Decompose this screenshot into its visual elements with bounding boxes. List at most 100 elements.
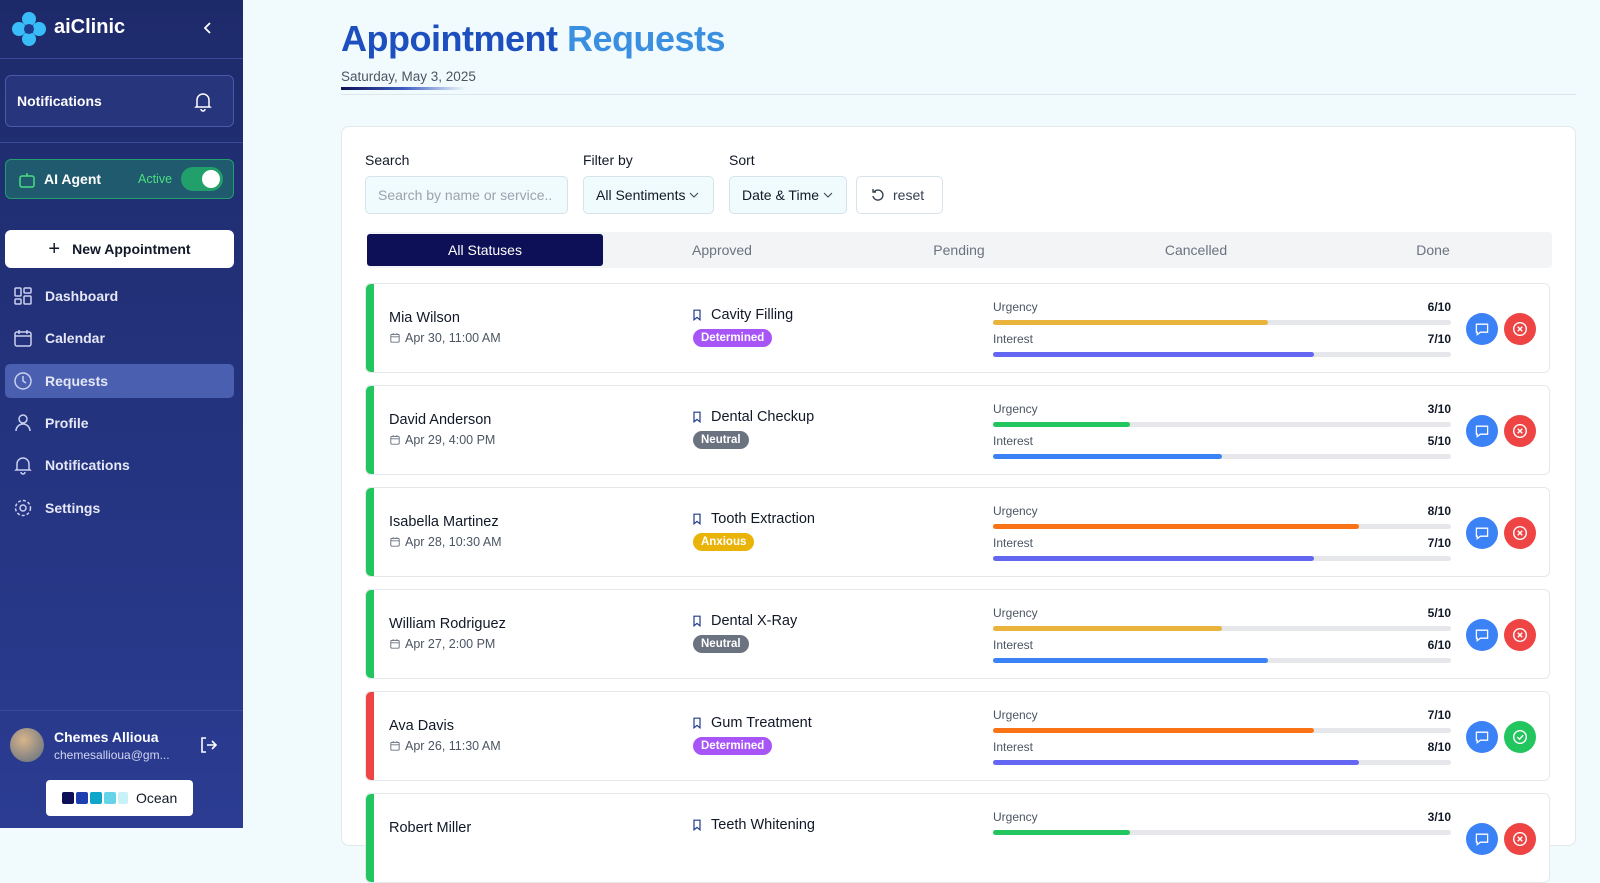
metric-label: Urgency [993, 504, 1038, 518]
service-name: Gum Treatment [711, 715, 812, 731]
message-button[interactable] [1466, 619, 1498, 651]
nav-item[interactable]: Calendar [5, 321, 234, 355]
request-row[interactable]: Ava Davis Apr 26, 11:30 AM Gum Treatment De… [365, 691, 1550, 781]
cancel-icon [1512, 831, 1528, 847]
request-row[interactable]: Isabella Martinez Apr 28, 10:30 AM Tooth E… [365, 487, 1550, 577]
patient-name: William Rodriguez [389, 616, 506, 632]
service: Tooth Extraction [691, 511, 815, 527]
cancel-button[interactable] [1504, 619, 1536, 651]
appointment-date: Apr 30, 11:00 AM [389, 331, 501, 345]
calendar-icon [390, 537, 400, 547]
appointment-date: Apr 26, 11:30 AM [389, 739, 501, 753]
search-input[interactable]: Search by name or service.. [365, 176, 568, 214]
theme-swatches [62, 792, 128, 804]
message-button[interactable] [1466, 517, 1498, 549]
divider [0, 58, 243, 59]
metric-track [993, 760, 1451, 765]
patient-name: Mia Wilson [389, 310, 460, 326]
nav-item[interactable]: Notifications [5, 448, 234, 482]
metric-value: 3/10 [1427, 402, 1451, 416]
logo [12, 12, 46, 46]
service-name: Dental X-Ray [711, 613, 798, 629]
metric-bar [993, 422, 1131, 427]
service: Dental Checkup [691, 409, 814, 425]
service: Gum Treatment [691, 715, 812, 731]
bookmark-icon [693, 411, 701, 423]
metric-value: 5/10 [1427, 434, 1451, 448]
message-button[interactable] [1466, 313, 1498, 345]
notifications-box[interactable]: Notifications [5, 75, 234, 127]
approve-button[interactable] [1504, 721, 1536, 753]
service-name: Dental Checkup [711, 409, 815, 425]
metric-bar [993, 760, 1360, 765]
metric-track [993, 830, 1451, 835]
metric-value: 8/10 [1427, 504, 1451, 518]
date-text: Apr 30, 11:00 AM [405, 331, 501, 345]
appointment-date: Apr 29, 4:00 PM [389, 433, 495, 447]
message-icon [1475, 833, 1489, 846]
metric-track [993, 556, 1451, 561]
sentiment-badge: Anxious [693, 533, 755, 551]
cancel-button[interactable] [1504, 313, 1536, 345]
nav-item[interactable]: Settings [5, 491, 234, 525]
nav-icon [15, 414, 31, 431]
sentiment-badge: Neutral [693, 431, 749, 449]
message-button[interactable] [1466, 415, 1498, 447]
appointment-date: Apr 27, 2:00 PM [389, 637, 495, 651]
cancel-button[interactable] [1504, 415, 1536, 447]
sidebar: aiClinic Notifications AI Agent Active +… [0, 0, 243, 828]
agent-toggle[interactable] [181, 167, 223, 191]
filter-select[interactable]: All Sentiments [583, 176, 714, 214]
sentiment-badge: Determined [693, 737, 773, 755]
new-appointment-button[interactable]: + New Appointment [5, 230, 234, 268]
tab[interactable]: All Statuses [367, 234, 603, 266]
metric-track [993, 524, 1451, 529]
sort-select[interactable]: Date & Time [729, 176, 847, 214]
theme-button[interactable]: Ocean [46, 780, 193, 816]
date-text: Apr 26, 11:30 AM [405, 739, 501, 753]
cancel-icon [1512, 627, 1528, 643]
message-icon [1475, 323, 1489, 336]
nav-label: Settings [45, 499, 101, 516]
approve-icon [1512, 729, 1528, 745]
metric-bar [993, 454, 1222, 459]
filter-value: All Sentiments [596, 187, 686, 203]
tab[interactable]: Cancelled [1164, 242, 1228, 258]
request-row[interactable]: William Rodriguez Apr 27, 2:00 PM Dental X… [365, 589, 1550, 679]
bookmark-icon [693, 615, 701, 627]
new-appointment-label: New Appointment [72, 241, 191, 257]
metric-bar [993, 524, 1360, 529]
tab[interactable]: Pending [933, 242, 985, 258]
tab[interactable]: Done [1416, 242, 1450, 258]
request-row[interactable]: Mia Wilson Apr 30, 11:00 AM Cavity Filling… [365, 283, 1550, 373]
title-underline [341, 87, 466, 90]
tab[interactable]: Approved [692, 242, 752, 258]
request-row[interactable]: Robert Miller Teeth Whitening Urgency 3/10 [365, 793, 1550, 883]
collapse-button[interactable] [200, 20, 216, 36]
patient-name: Isabella Martinez [389, 514, 499, 530]
nav-label: Dashboard [45, 288, 119, 304]
nav-item[interactable]: Profile [5, 406, 234, 440]
cancel-button[interactable] [1504, 517, 1536, 549]
service-name: Tooth Extraction [711, 511, 815, 527]
message-button[interactable] [1466, 721, 1498, 753]
nav-icon [14, 287, 32, 305]
nav-item[interactable]: Dashboard [5, 279, 234, 313]
patient-name: Ava Davis [389, 718, 455, 734]
metric-value: 8/10 [1427, 740, 1451, 754]
cancel-icon [1512, 525, 1528, 541]
metric-value: 7/10 [1427, 536, 1451, 550]
metric-label: Urgency [993, 708, 1038, 722]
metric-label: Urgency [993, 810, 1038, 824]
nav-icon [14, 330, 32, 348]
metric-track [993, 658, 1451, 663]
nav-item[interactable]: Requests [5, 363, 234, 398]
request-row[interactable]: David Anderson Apr 29, 4:00 PM Dental Chec… [365, 385, 1550, 475]
reset-button[interactable]: reset [856, 176, 943, 214]
nav-icon [14, 371, 32, 390]
metric-label: Interest [993, 536, 1034, 550]
logout-button[interactable] [198, 735, 218, 755]
title-accent: Requests [566, 18, 726, 59]
metric-bar [993, 320, 1268, 325]
